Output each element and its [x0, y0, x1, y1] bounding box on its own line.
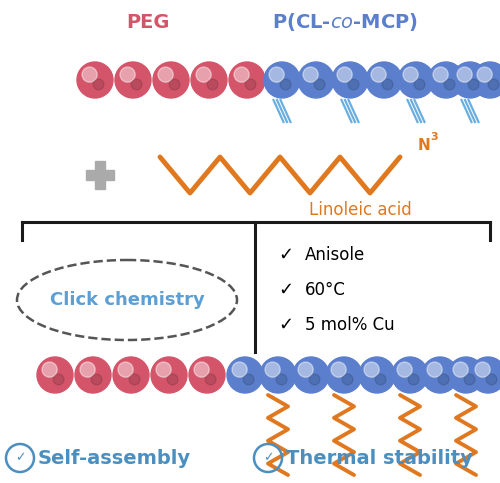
Text: 3: 3 [430, 132, 438, 142]
Circle shape [464, 374, 475, 385]
Circle shape [265, 362, 280, 377]
Circle shape [309, 374, 320, 385]
Circle shape [342, 374, 353, 385]
Text: 60°C: 60°C [305, 281, 346, 299]
Circle shape [486, 374, 497, 385]
Circle shape [448, 357, 484, 393]
Circle shape [332, 62, 368, 98]
Text: ✓: ✓ [278, 281, 293, 299]
Circle shape [326, 357, 362, 393]
Circle shape [276, 374, 287, 385]
Circle shape [444, 79, 455, 90]
Circle shape [337, 67, 352, 82]
Bar [95, 161, 105, 189]
Circle shape [115, 62, 151, 98]
Circle shape [77, 62, 113, 98]
Circle shape [433, 67, 448, 82]
Circle shape [169, 79, 180, 90]
Circle shape [245, 79, 256, 90]
Text: Self-assembly: Self-assembly [38, 449, 191, 468]
Circle shape [472, 62, 500, 98]
Circle shape [205, 374, 216, 385]
Circle shape [428, 62, 464, 98]
Circle shape [422, 357, 458, 393]
Text: Thermal stability: Thermal stability [286, 449, 473, 468]
Text: PEG: PEG [126, 13, 170, 31]
Circle shape [314, 79, 325, 90]
Circle shape [468, 79, 479, 90]
Circle shape [75, 357, 111, 393]
Circle shape [303, 67, 318, 82]
Circle shape [229, 62, 265, 98]
Text: 5 mol% Cu: 5 mol% Cu [305, 316, 394, 334]
Circle shape [156, 362, 171, 377]
Circle shape [488, 79, 499, 90]
Circle shape [398, 62, 434, 98]
Circle shape [457, 67, 472, 82]
Text: Anisole: Anisole [305, 246, 365, 264]
Circle shape [113, 357, 149, 393]
Circle shape [53, 374, 64, 385]
Circle shape [348, 79, 359, 90]
Circle shape [80, 362, 95, 377]
Circle shape [82, 67, 97, 82]
Circle shape [151, 357, 187, 393]
Circle shape [227, 357, 263, 393]
Circle shape [477, 67, 492, 82]
Circle shape [470, 357, 500, 393]
Text: P(CL-$\it{co}$-MCP): P(CL-$\it{co}$-MCP) [272, 11, 418, 33]
Text: ✓: ✓ [278, 246, 293, 264]
Circle shape [438, 374, 449, 385]
Text: Linoleic acid: Linoleic acid [308, 201, 412, 219]
Circle shape [427, 362, 442, 377]
Circle shape [207, 79, 218, 90]
Circle shape [243, 374, 254, 385]
Circle shape [298, 362, 313, 377]
Circle shape [298, 62, 334, 98]
Circle shape [118, 362, 133, 377]
Circle shape [366, 62, 402, 98]
Circle shape [293, 357, 329, 393]
Circle shape [408, 374, 419, 385]
Circle shape [196, 67, 211, 82]
Circle shape [232, 362, 247, 377]
Circle shape [120, 67, 135, 82]
Circle shape [269, 67, 284, 82]
Circle shape [42, 362, 57, 377]
Circle shape [475, 362, 490, 377]
Circle shape [153, 62, 189, 98]
Circle shape [371, 67, 386, 82]
Circle shape [280, 79, 291, 90]
Text: Click chemistry: Click chemistry [50, 291, 204, 309]
Circle shape [189, 357, 225, 393]
Circle shape [453, 362, 468, 377]
Circle shape [392, 357, 428, 393]
Circle shape [364, 362, 379, 377]
Circle shape [260, 357, 296, 393]
Circle shape [403, 67, 418, 82]
Circle shape [129, 374, 140, 385]
Text: ✓: ✓ [263, 452, 273, 465]
Circle shape [264, 62, 300, 98]
Circle shape [91, 374, 102, 385]
Circle shape [37, 357, 73, 393]
Circle shape [359, 357, 395, 393]
Circle shape [131, 79, 142, 90]
Text: ✓: ✓ [278, 316, 293, 334]
Circle shape [414, 79, 425, 90]
Circle shape [331, 362, 346, 377]
Circle shape [452, 62, 488, 98]
Circle shape [194, 362, 209, 377]
Circle shape [158, 67, 173, 82]
Circle shape [167, 374, 178, 385]
Text: ✓: ✓ [15, 452, 25, 465]
Circle shape [93, 79, 104, 90]
Circle shape [191, 62, 227, 98]
Bar [86, 170, 114, 180]
Circle shape [234, 67, 249, 82]
Circle shape [382, 79, 393, 90]
Circle shape [397, 362, 412, 377]
Text: N: N [418, 138, 431, 153]
Circle shape [375, 374, 386, 385]
